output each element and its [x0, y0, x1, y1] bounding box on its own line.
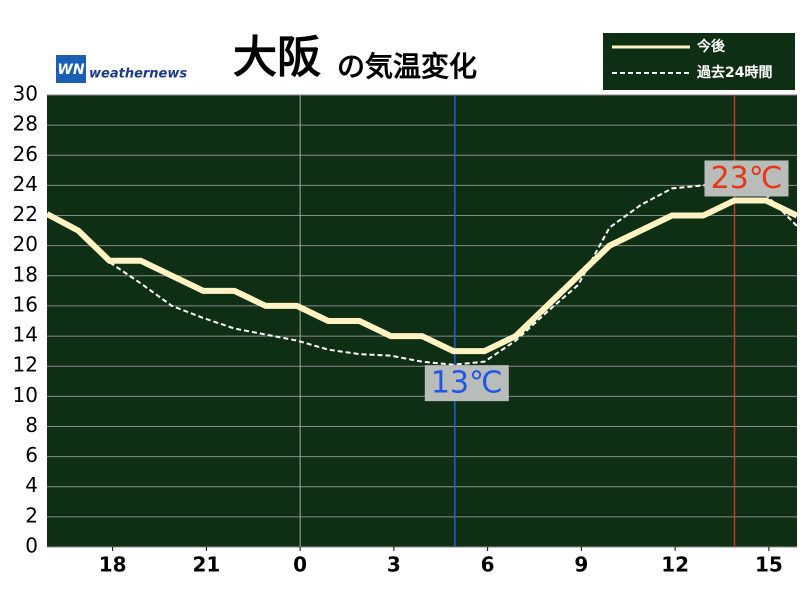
x-tick-label: 18: [99, 553, 127, 577]
logo-text: weathernews: [89, 67, 187, 82]
x-tick-label: 6: [481, 553, 495, 577]
annotation-box: [424, 365, 509, 402]
x-tick-label: 12: [661, 553, 689, 577]
plot-area: [47, 95, 797, 547]
series-line: [46, 181, 798, 366]
legend-label: 今後: [696, 38, 726, 55]
x-tick-label: 21: [192, 553, 220, 577]
x-tick-label: 9: [574, 553, 588, 577]
y-tick-label: 12: [13, 353, 38, 377]
y-tick-label: 16: [13, 292, 38, 316]
y-tick-label: 6: [25, 443, 38, 467]
y-tick-label: 10: [13, 383, 38, 407]
logo-mark: WN: [57, 62, 84, 78]
y-tick-label: 24: [13, 172, 38, 196]
y-tick-label: 30: [13, 82, 38, 106]
y-tick-label: 0: [25, 534, 38, 558]
y-tick-label: 14: [13, 323, 38, 347]
logo-icon: [56, 55, 86, 83]
chart-title-suffix: の気温変化: [337, 50, 477, 83]
y-tick-label: 26: [13, 142, 38, 166]
logo: WN weathernews: [56, 55, 187, 83]
x-tick-label: 3: [387, 553, 401, 577]
chart-title: 大阪: [233, 32, 321, 83]
y-tick-label: 18: [13, 262, 38, 286]
y-tick-label: 2: [25, 503, 38, 527]
x-tick-label: 15: [755, 553, 783, 577]
annotation-box: [704, 160, 789, 197]
y-tick-label: 20: [13, 232, 38, 256]
y-tick-label: 22: [13, 202, 38, 226]
legend-box: [603, 33, 795, 90]
y-tick-label: 8: [25, 413, 38, 437]
y-tick-label: 28: [13, 112, 38, 136]
annotation-label: 13℃: [431, 366, 503, 401]
annotation-label: 23℃: [711, 161, 783, 196]
legend-label: 過去24時間: [696, 64, 772, 81]
x-tick-label: 0: [293, 553, 307, 577]
series-line: [45, 197, 799, 355]
y-tick-label: 4: [25, 473, 38, 497]
